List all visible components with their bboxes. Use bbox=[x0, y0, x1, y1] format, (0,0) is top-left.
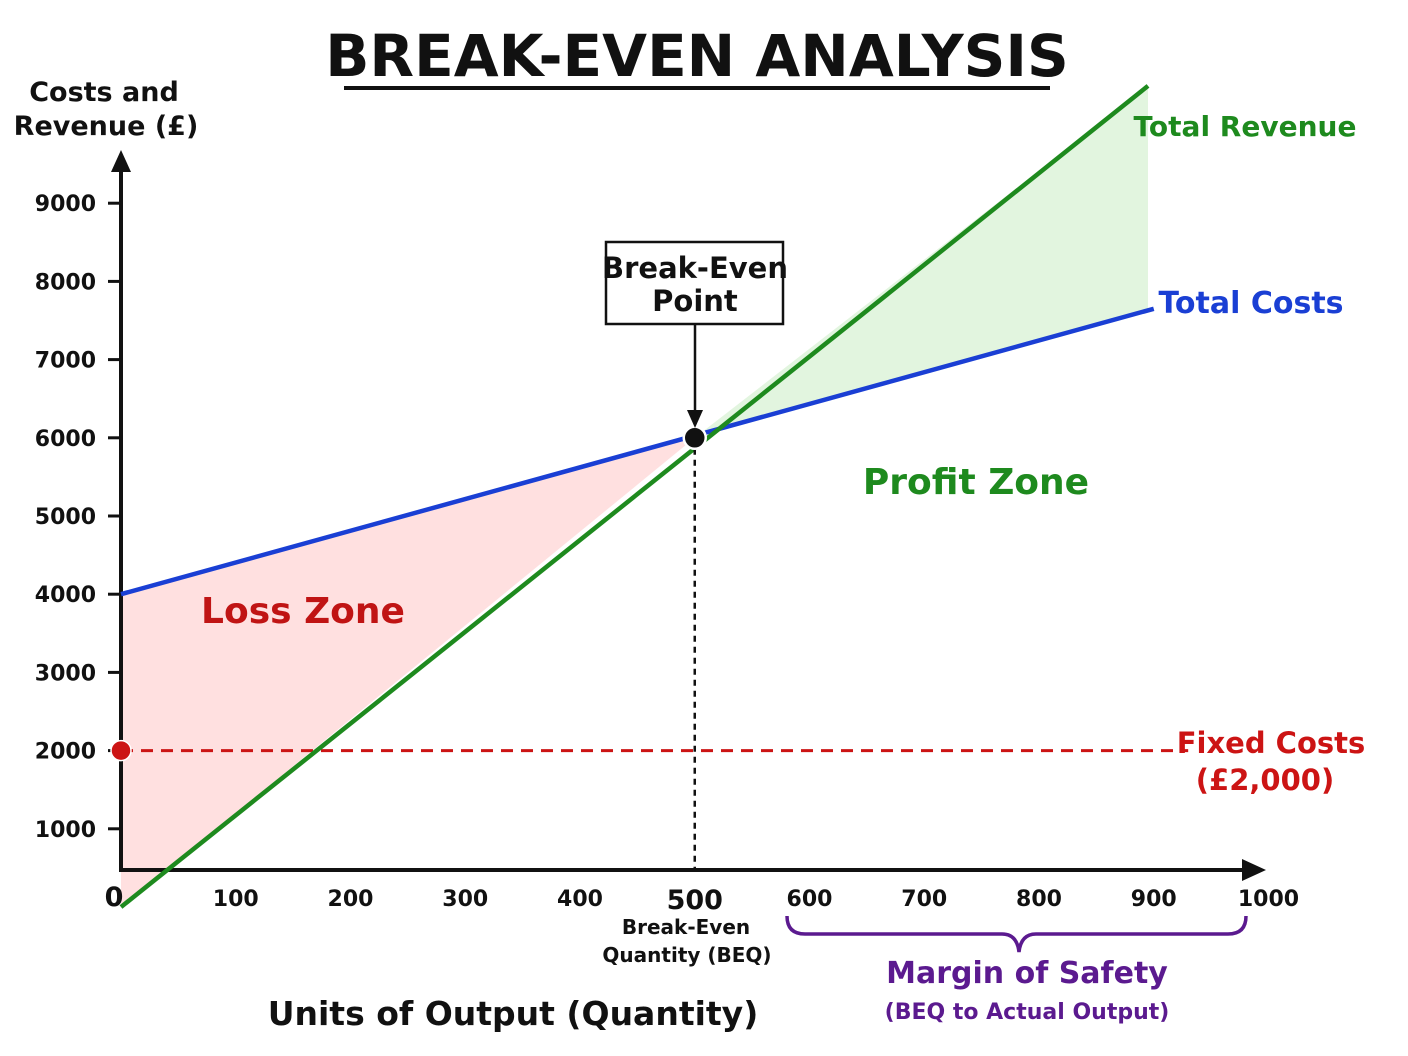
y-tick-label: 2000 bbox=[35, 740, 96, 765]
loss-zone-fill bbox=[121, 437, 695, 907]
chart-marks bbox=[110, 84, 1189, 909]
loss-zone-label: Loss Zone bbox=[201, 591, 405, 632]
x-tick-label: 900 bbox=[1131, 887, 1177, 912]
break-even-callout-arrow-head bbox=[687, 410, 703, 428]
fixed-costs-point bbox=[110, 739, 132, 762]
total-costs-line bbox=[120, 306, 1155, 597]
plot-area bbox=[121, 85, 1149, 907]
x-tick-label: 200 bbox=[328, 887, 374, 912]
y-tick-label: 7000 bbox=[35, 349, 96, 374]
y-tick-label: 1000 bbox=[35, 818, 96, 843]
x-tick-label: 600 bbox=[787, 887, 833, 912]
x-tick-label: 0 bbox=[105, 882, 124, 913]
beq-label-line1: Break-Even bbox=[622, 915, 750, 939]
x-tick-label: 1000 bbox=[1238, 887, 1299, 912]
y-axis-arrow bbox=[111, 150, 131, 172]
fixed-costs-label-line2: (£2,000) bbox=[1196, 763, 1334, 797]
y-axis-title-line1: Costs and bbox=[29, 77, 179, 108]
y-tick-label: 5000 bbox=[35, 505, 96, 530]
profit-zone-label: Profit Zone bbox=[863, 462, 1089, 503]
break-even-callout-line2: Point bbox=[652, 284, 738, 318]
x-axis-title: Units of Output (Quantity) bbox=[268, 994, 759, 1033]
y-tick-label: 6000 bbox=[35, 427, 96, 452]
y-tick-label: 4000 bbox=[35, 583, 96, 608]
margin-of-safety-brace bbox=[785, 915, 1248, 953]
fixed-costs-label-line1: Fixed Costs bbox=[1177, 726, 1366, 760]
total-revenue-label: Total Revenue bbox=[1134, 110, 1357, 143]
y-tick-label: 3000 bbox=[35, 661, 96, 686]
y-tick-label: 9000 bbox=[35, 192, 96, 217]
x-tick-label: 700 bbox=[901, 887, 947, 912]
break-even-point bbox=[682, 425, 707, 451]
x-tick-label: 400 bbox=[557, 887, 603, 912]
x-tick-label: 800 bbox=[1016, 887, 1062, 912]
total-costs-label: Total Costs bbox=[1158, 286, 1343, 321]
margin-of-safety-subtitle: (BEQ to Actual Output) bbox=[885, 1000, 1170, 1025]
break-even-callout-line1: Break-Even bbox=[602, 251, 788, 285]
x-tick-label: 300 bbox=[442, 887, 488, 912]
axis-ticks: 1000 2000 3000 4000 5000 6000 7000 8000 9000 0 100… bbox=[35, 192, 1299, 916]
margin-of-safety-title: Margin of Safety bbox=[886, 956, 1168, 991]
y-tick-label: 8000 bbox=[35, 270, 96, 295]
chart-title: BREAK-EVEN ANALYSIS bbox=[325, 22, 1069, 90]
y-axis-title-line2: Revenue (£) bbox=[14, 111, 199, 142]
x-tick-label: 500 bbox=[667, 885, 723, 916]
beq-label-line2: Quantity (BEQ) bbox=[602, 943, 771, 967]
total-revenue-line bbox=[119, 84, 1150, 909]
x-axis-arrow bbox=[1242, 859, 1266, 881]
profit-zone-fill bbox=[694, 85, 1149, 438]
x-tick-label: 100 bbox=[213, 887, 259, 912]
